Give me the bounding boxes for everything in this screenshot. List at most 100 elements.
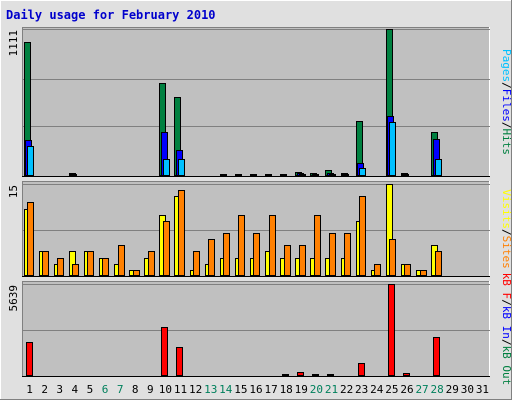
bar-hits-files-day-20 (312, 174, 319, 176)
x-tick-label-day-6: 6 (102, 383, 109, 396)
x-tick-label-day-9: 9 (147, 383, 154, 396)
x-tick-label-day-11: 11 (174, 383, 187, 396)
bar-visits-sites-day-28 (435, 251, 442, 276)
bar-visits-sites-day-5 (87, 251, 94, 276)
bar-visits-sites-day-1 (27, 202, 34, 276)
x-tick-label-day-8: 8 (132, 383, 139, 396)
panel-kbytes-legend: kB F/kB In/kB Out (500, 273, 512, 386)
x-tick-label-day-15: 15 (234, 383, 247, 396)
bar-visits-sites-day-21 (329, 233, 336, 276)
bar-kbytes-kbf-day-20 (312, 374, 319, 376)
bar-visits-sites-day-2 (42, 251, 49, 276)
x-tick-label-day-17: 17 (264, 383, 277, 396)
x-tick-label-day-22: 22 (340, 383, 353, 396)
panel-kbytes-max-label: 5639 (7, 285, 20, 312)
bar-hits-hits-day-15 (235, 174, 242, 176)
panel-visits-max-label: 15 (7, 185, 20, 198)
bar-kbytes-kbf-day-11 (176, 347, 183, 376)
x-tick-label-day-18: 18 (280, 383, 293, 396)
bar-kbytes-kbf-day-1 (26, 342, 33, 376)
bar-visits-sites-day-3 (57, 258, 64, 276)
x-tick-label-day-4: 4 (72, 383, 79, 396)
bar-visits-sites-day-25 (389, 239, 396, 276)
bar-hits-files-day-22 (342, 174, 349, 176)
bar-hits-pages-day-10 (163, 159, 170, 176)
x-tick-label-day-5: 5 (87, 383, 94, 396)
x-tick-label-day-19: 19 (295, 383, 308, 396)
panel-hits-legend-item-4: Hits (500, 129, 512, 156)
x-tick-label-day-14: 14 (219, 383, 233, 396)
bar-hits-hits-day-14 (220, 174, 227, 176)
bar-hits-pages-day-11 (178, 159, 185, 176)
x-tick-label-day-13: 13 (204, 383, 217, 396)
bar-hits-files-day-26 (402, 174, 409, 176)
panel-hits-plot-area (22, 27, 490, 177)
bar-visits-sites-day-7 (118, 245, 125, 276)
x-tick-label-day-1: 1 (26, 383, 33, 396)
x-tick-label-day-21: 21 (325, 383, 338, 396)
panel-hits-bars (24, 29, 442, 176)
bar-visits-sites-day-14 (223, 233, 230, 276)
panel-hits-legend-item-0: Pages (500, 49, 512, 82)
bar-kbytes-kbf-day-26 (403, 373, 410, 376)
bar-kbytes-kbf-day-28 (433, 337, 440, 376)
panel-kbytes: 5639 kB F/kB In/kB Out (7, 273, 512, 386)
bar-hits-pages-day-21 (329, 174, 336, 176)
x-tick-label-day-26: 26 (400, 383, 413, 396)
panel-hits-legend-item-1: / (500, 82, 512, 89)
x-tick-label-day-3: 3 (56, 383, 63, 396)
bar-kbytes-kbf-day-18 (282, 374, 289, 376)
bar-visits-sites-day-17 (269, 215, 276, 276)
bar-kbytes-kbf-day-23 (358, 363, 365, 376)
x-tick-label-day-30: 30 (461, 383, 474, 396)
bar-hits-pages-day-23 (359, 168, 366, 176)
chart-title: Daily usage for February 2010 (6, 8, 216, 22)
panel-kbytes-legend-item-4: kB Out (500, 346, 512, 386)
panel-kbytes-legend-item-1: / (500, 299, 512, 306)
x-tick-label-day-2: 2 (41, 383, 48, 396)
x-tick-label-day-10: 10 (159, 383, 172, 396)
bar-visits-sites-day-20 (314, 215, 321, 276)
x-axis-labels: 1 2 3 4 5 6 7 8 9 10 11 12 13 14 15 16 17 18 19 20 21 22 23 24 2… (26, 383, 489, 396)
panel-kbytes-legend-item-3: / (500, 339, 512, 346)
bar-hits-hits-day-16 (250, 174, 257, 176)
x-tick-label-day-31: 31 (476, 383, 489, 396)
bar-kbytes-kbf-day-10 (161, 327, 168, 376)
bar-hits-files-day-4 (70, 174, 77, 176)
x-tick-label-day-16: 16 (249, 383, 262, 396)
bar-visits-sites-day-13 (208, 239, 215, 276)
panel-hits-legend: Pages/Files/Hits (500, 49, 512, 155)
bar-visits-sites-day-11 (178, 190, 185, 276)
x-tick-label-day-20: 20 (310, 383, 323, 396)
panel-visits-legend: Visits/Sites (500, 189, 512, 269)
bar-visits-sites-day-23 (359, 196, 366, 276)
panel-kbytes-legend-item-2: kB In (500, 306, 512, 339)
x-tick-label-day-27: 27 (415, 383, 428, 396)
bar-hits-pages-day-1 (27, 146, 34, 176)
bar-kbytes-kbf-day-19 (297, 372, 304, 376)
bar-hits-pages-day-19 (299, 174, 306, 176)
bar-visits-sites-day-6 (102, 258, 109, 276)
bar-kbytes-kbf-day-21 (327, 374, 334, 376)
bar-visits-sites-day-22 (344, 233, 351, 276)
bar-visits-sites-day-27 (420, 270, 427, 276)
x-tick-label-day-25: 25 (385, 383, 398, 396)
bar-visits-sites-day-10 (163, 221, 170, 276)
panel-kbytes-legend-item-0: kB F (500, 273, 512, 300)
x-tick-label-day-12: 12 (189, 383, 202, 396)
bar-visits-sites-day-8 (133, 270, 140, 276)
panel-visits-legend-item-2: Sites (500, 236, 512, 269)
bar-visits-sites-day-12 (193, 251, 200, 276)
panel-visits-bars (24, 184, 442, 276)
bar-visits-sites-day-26 (404, 264, 411, 276)
bar-visits-sites-day-15 (238, 215, 245, 276)
panel-visits-legend-item-1: / (500, 229, 512, 236)
bar-hits-hits-day-18 (280, 174, 287, 176)
bar-visits-sites-day-19 (299, 245, 306, 276)
bar-hits-hits-day-17 (265, 174, 272, 176)
bar-visits-sites-day-9 (148, 251, 155, 276)
